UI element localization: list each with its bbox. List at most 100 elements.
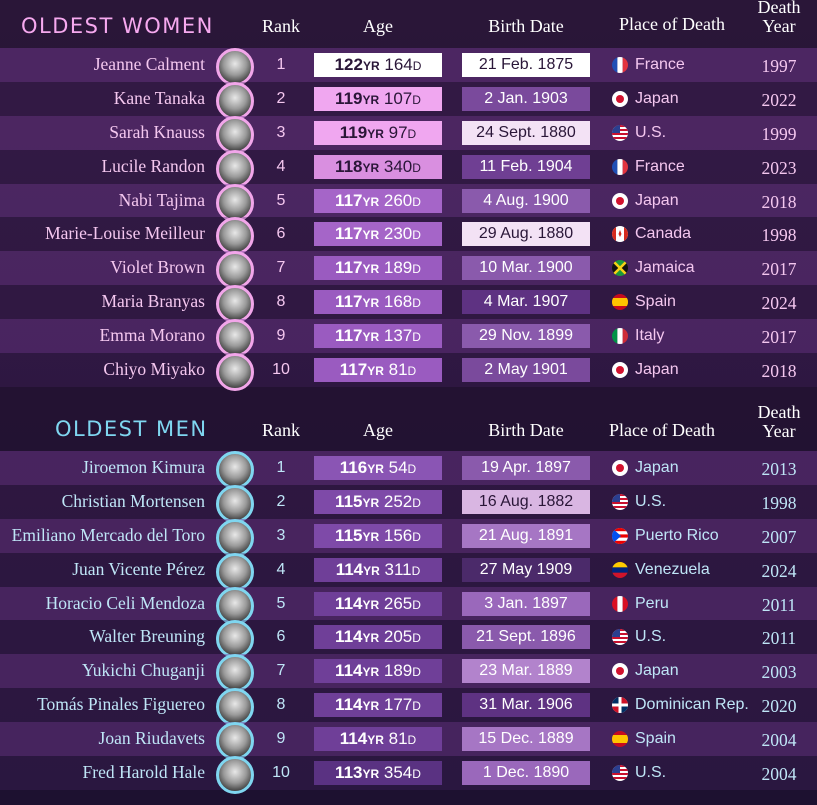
portrait-photo: [216, 319, 254, 358]
portrait-photo: [216, 756, 254, 795]
rank-value: 10: [272, 764, 290, 782]
women-title: OLDEST WOMEN: [21, 14, 214, 38]
death-year: 2011: [761, 628, 797, 649]
portrait-photo: [216, 552, 254, 591]
age-pill: 116YR 54D: [314, 456, 442, 480]
table-row: Chiyo Miyako 10 117YR 81D 2 May 1901 Japan 20…: [0, 353, 817, 392]
death-year: 2007: [761, 526, 797, 547]
days-unit: D: [412, 330, 421, 345]
age-pill: 117YR 189D: [314, 256, 442, 281]
flag-us-icon: [612, 493, 628, 510]
age-pill: 119YR 97D: [314, 120, 442, 145]
years-unit: YR: [362, 597, 380, 612]
birth-date-pill: 19 Apr. 1897: [462, 456, 590, 480]
death-year: 2018: [761, 361, 797, 382]
days-unit: D: [412, 665, 421, 680]
person-name: Emiliano Mercado del Toro: [11, 524, 205, 545]
table-row: Emiliano Mercado del Toro 3 115YR 156D 21 A…: [0, 518, 817, 557]
flag-ve-icon: [612, 561, 628, 578]
days-unit: D: [412, 597, 421, 612]
age-days: 164: [384, 55, 413, 74]
men-rows: Jiroemon Kimura 1 116YR 54D 19 Apr. 1897 Jap…: [0, 451, 817, 795]
days-unit: D: [412, 767, 421, 782]
birth-date-pill: 27 May 1909: [462, 557, 590, 582]
rank-value: 1: [276, 56, 286, 73]
birth-header: Birth Date: [488, 16, 564, 36]
days-unit: D: [412, 160, 421, 175]
age-pill: 117YR 168D: [314, 290, 442, 315]
age-years: 114: [335, 559, 364, 579]
age-pill: 115YR 252D: [314, 489, 442, 514]
age-pill: 114YR 265D: [314, 591, 442, 616]
birth-date-pill: 29 Aug. 1880: [462, 222, 590, 247]
age-years: 116: [339, 458, 368, 477]
age-header: Age: [363, 16, 393, 36]
days-unit: D: [412, 262, 421, 277]
portrait-photo: [216, 620, 254, 659]
women-header: OLDEST WOMEN Rank Age Birth Date Place o…: [0, 0, 817, 48]
person-name: Joan Riudavets: [98, 728, 205, 749]
age-days: 189: [383, 661, 413, 681]
table-row: Joan Riudavets 9 114YR 81D 15 Dec. 1889 Spai…: [0, 722, 817, 761]
age-days: 81: [388, 729, 408, 749]
death-year: 2011: [761, 594, 797, 615]
person-name: Horacio Celi Mendoza: [45, 592, 205, 613]
days-unit: D: [412, 631, 421, 646]
age-days: 107: [383, 88, 413, 108]
age-days: 265: [383, 593, 413, 613]
flag-jp-icon: [612, 460, 628, 476]
years-unit: YR: [362, 495, 380, 510]
age-years: 117: [335, 292, 363, 312]
years-unit: YR: [363, 563, 380, 578]
place-header: Place of Death: [619, 14, 725, 34]
portrait-photo: [216, 149, 254, 188]
age-days: 354: [383, 763, 413, 783]
flag-us-icon: [612, 629, 628, 646]
rank-value: 6: [276, 225, 286, 243]
year-header-line2: Year: [762, 16, 796, 36]
portrait-photo: [216, 217, 254, 256]
person-name: Yukichi Chuganji: [82, 660, 205, 681]
portrait-photo: [216, 518, 254, 557]
age-days: 97: [388, 122, 408, 142]
men-header: OLDEST MEN Rank Age Birth Date Place of …: [0, 403, 817, 451]
portrait-photo: [216, 285, 254, 324]
death-year: 1999: [761, 123, 797, 144]
age-days: 177: [383, 695, 413, 715]
age-days: 311: [384, 559, 412, 579]
year-header-line1: Death: [757, 402, 801, 422]
years-unit: YR: [362, 631, 380, 646]
age-pill: 117YR 137D: [314, 324, 442, 349]
table-row: Tomás Pinales Figuereo 8 114YR 177D 31 Mar.…: [0, 688, 817, 727]
age-years: 115: [335, 525, 363, 545]
birth-date-pill: 3 Jan. 1897: [462, 591, 590, 616]
birth-date-pill: 21 Sept. 1896: [462, 625, 590, 650]
age-pill: 113YR 354D: [314, 761, 442, 786]
years-unit: YR: [367, 733, 384, 748]
days-unit: D: [407, 462, 417, 476]
years-unit: YR: [362, 228, 380, 243]
place-of-death: U.S.: [635, 492, 667, 510]
age-pill: 122YR 164D: [314, 53, 442, 77]
birth-date-pill: 4 Mar. 1907: [462, 290, 590, 315]
year-header-line1: Death: [757, 0, 801, 17]
age-days: 260: [383, 190, 413, 210]
age-pill: 115YR 156D: [314, 523, 442, 548]
flag-pr-icon: [612, 527, 628, 544]
days-unit: D: [412, 296, 421, 311]
age-pill: 114YR 81D: [314, 727, 442, 752]
portrait-photo: [216, 484, 254, 523]
years-unit: YR: [362, 529, 380, 544]
age-pill: 118YR 340D: [314, 154, 442, 179]
age-years: 114: [335, 593, 363, 613]
place-of-death: Jamaica: [635, 259, 695, 277]
years-unit: YR: [362, 262, 380, 277]
men-section: OLDEST MEN Rank Age Birth Date Place of …: [0, 403, 817, 795]
person-name: Fred Harold Hale: [82, 762, 205, 783]
place-of-death: Puerto Rico: [635, 526, 719, 544]
age-years: 115: [335, 491, 363, 511]
table-row: Nabi Tajima 5 117YR 260D 4 Aug. 1900 Japan 20…: [0, 183, 817, 222]
days-unit: D: [407, 126, 417, 141]
age-years: 117: [335, 190, 363, 210]
days-unit: D: [407, 364, 417, 379]
